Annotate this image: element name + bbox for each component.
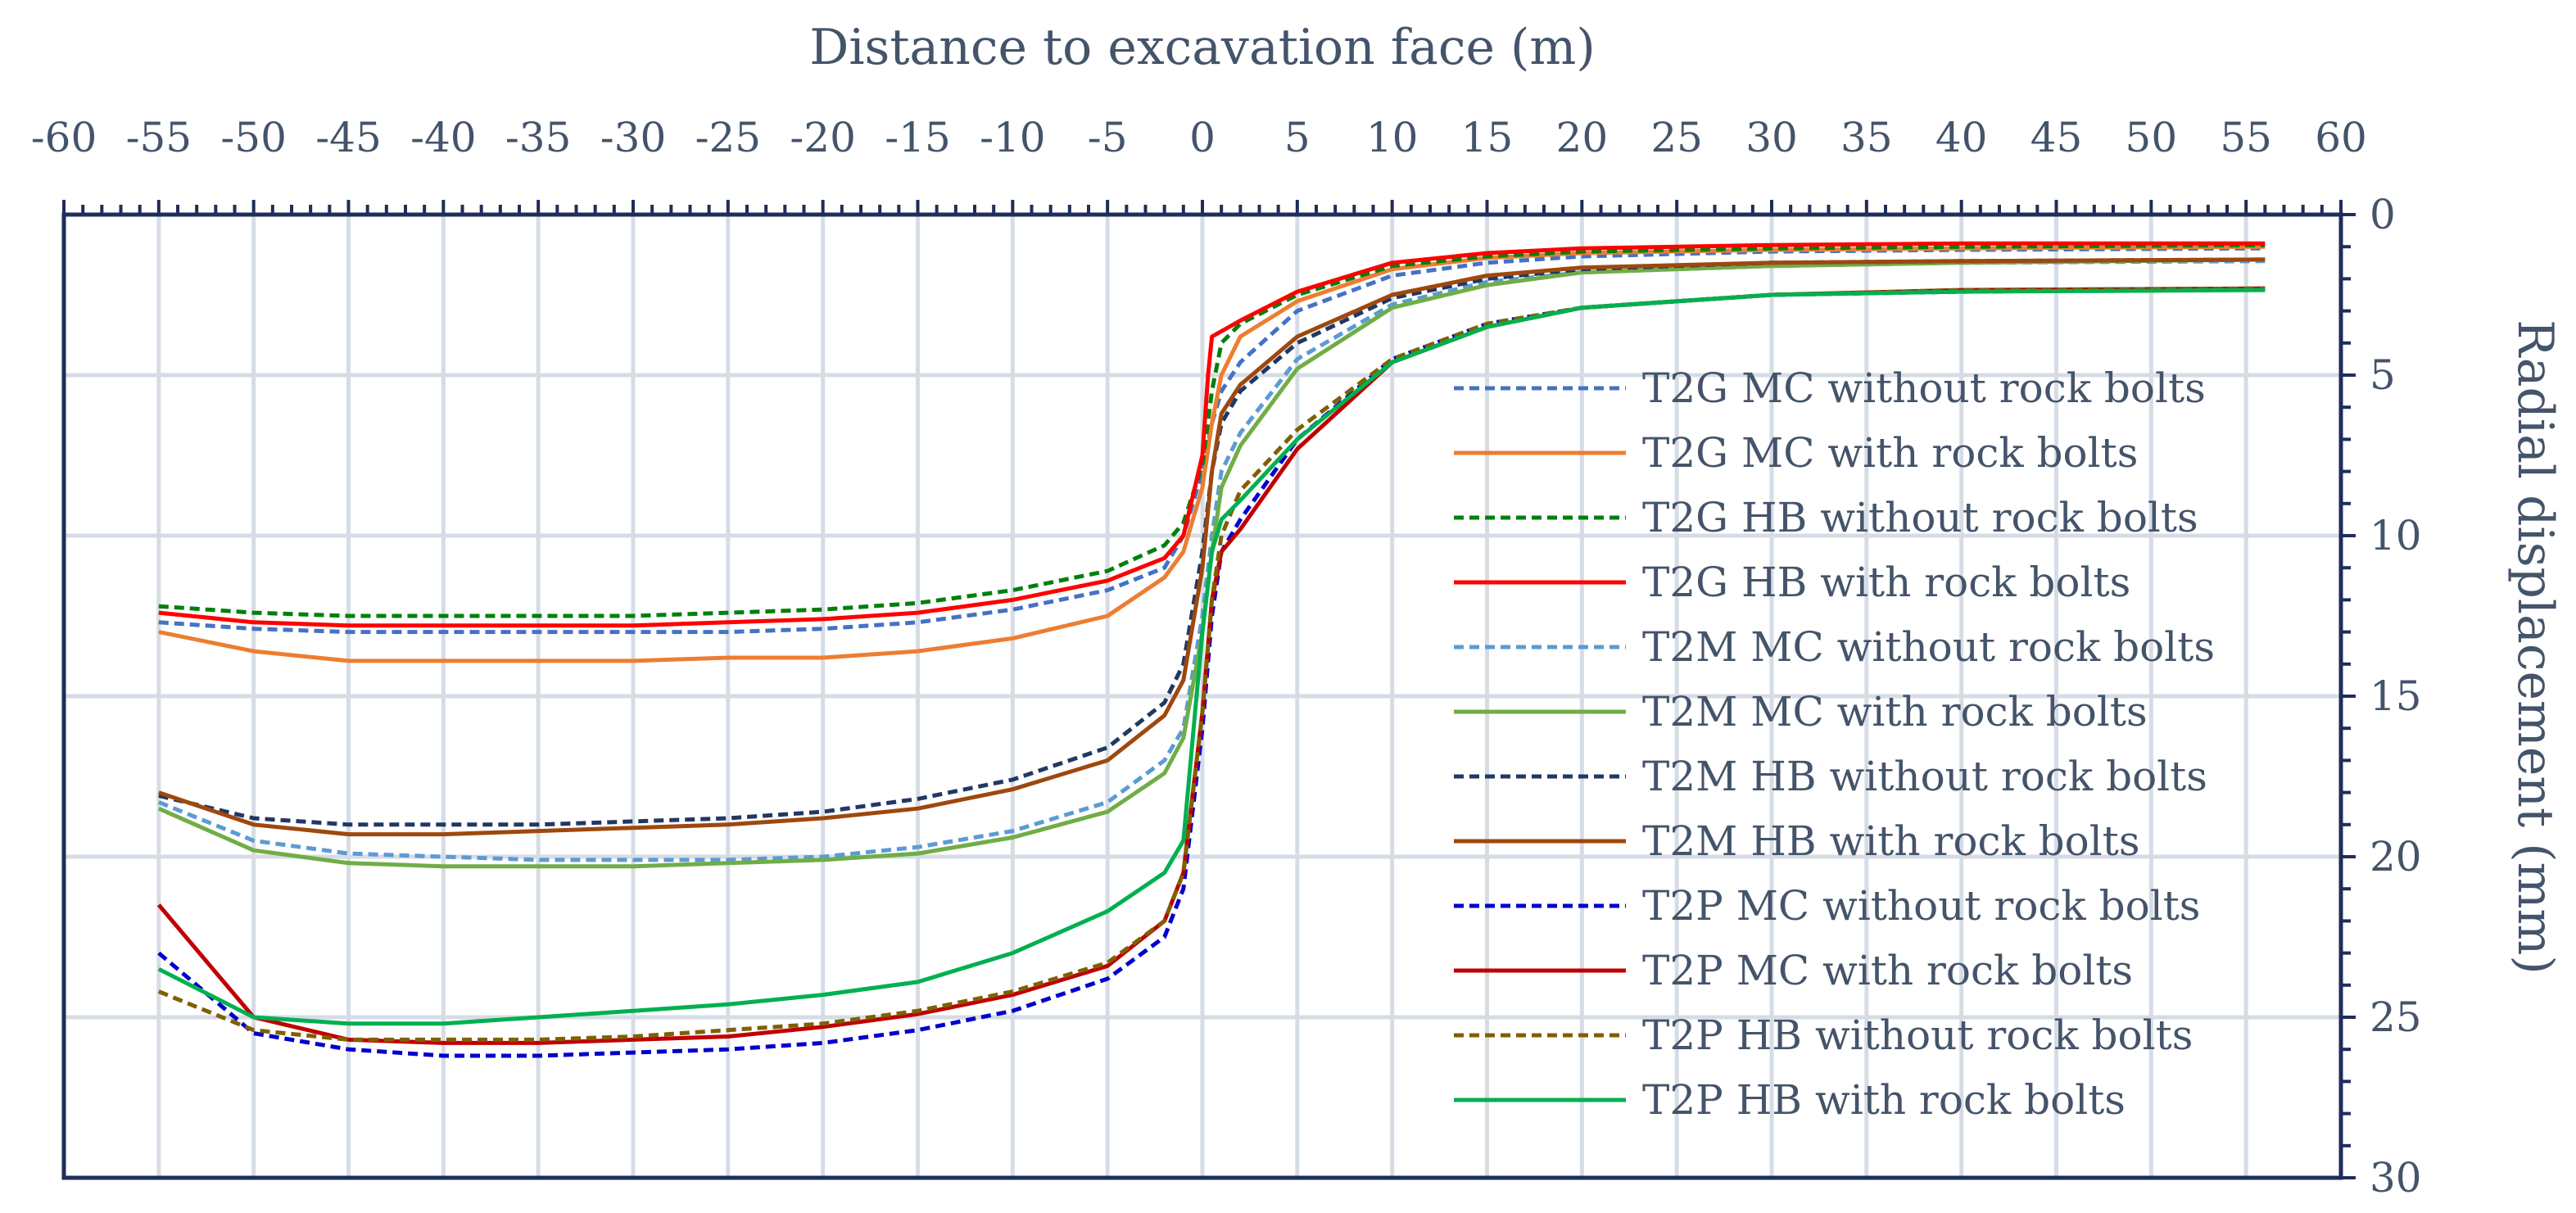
x-tick-label: -20 — [790, 114, 856, 161]
y-tick-label: 10 — [2370, 512, 2422, 559]
y-tick-label: 25 — [2370, 993, 2422, 1041]
series-line-6 — [158, 257, 2266, 827]
legend-label-7: T2M HB with rock bolts — [1642, 817, 2140, 865]
series-line-5 — [157, 257, 2266, 869]
x-tick-label: 60 — [2315, 114, 2367, 161]
x-tick-label: -55 — [126, 114, 192, 161]
legend-label-0: T2G MC without rock bolts — [1642, 364, 2206, 412]
series-layer — [156, 241, 2266, 1058]
legend-label-1: T2G MC with rock bolts — [1642, 429, 2138, 477]
y-tick-label: 20 — [2370, 833, 2422, 880]
x-tick-label: 20 — [1556, 114, 1609, 161]
x-tick-label: 10 — [1366, 114, 1419, 161]
legend-label-4: T2M MC without rock bolts — [1642, 623, 2215, 671]
legend-label-9: T2P MC with rock bolts — [1642, 947, 2133, 994]
legend-label-11: T2P HB with rock bolts — [1642, 1076, 2126, 1124]
x-tick-label: -30 — [600, 114, 667, 161]
x-tick-label: -25 — [695, 114, 762, 161]
y-tick-label: 30 — [2370, 1154, 2422, 1202]
x-tick-label: 15 — [1461, 114, 1514, 161]
y-tick-label: 15 — [2370, 672, 2422, 720]
series-line-3 — [158, 241, 2266, 628]
x-tick-label: -10 — [980, 114, 1046, 161]
series-line-11 — [157, 287, 2266, 1026]
x-tick-label: -60 — [31, 114, 97, 161]
legend-label-2: T2G HB without rock bolts — [1642, 494, 2198, 541]
series-line-10 — [157, 286, 2266, 1042]
legend-label-6: T2M HB without rock bolts — [1642, 753, 2207, 800]
x-tick-label: -40 — [410, 114, 477, 161]
ticks-layer: -60 -55 -50 -45 -40 -35 -30 -25 -20 -15 -10 -5 0 5 10 1… — [31, 114, 2422, 1202]
x-tick-label: -35 — [505, 114, 572, 161]
x-tick-label: -15 — [885, 114, 951, 161]
x-tick-label: -50 — [220, 114, 287, 161]
y-tick-label: 5 — [2370, 351, 2396, 399]
x-tick-label: -45 — [315, 114, 382, 161]
x-tick-label: 5 — [1284, 114, 1311, 161]
legend-label-8: T2P MC without rock bolts — [1642, 882, 2200, 930]
legend-label-10: T2P HB without rock bolts — [1642, 1012, 2193, 1059]
legend: T2G MC without rock bolts T2G MC with roc… — [1454, 364, 2215, 1124]
series-line-0 — [158, 246, 2266, 635]
x-tick-label: -5 — [1088, 114, 1128, 161]
x-tick-label: 45 — [2030, 114, 2083, 161]
x-tick-label: 40 — [1935, 114, 1988, 161]
x-tick-label: 50 — [2126, 114, 2178, 161]
x-tick-label: 25 — [1650, 114, 1703, 161]
series-line-4 — [157, 259, 2266, 862]
x-tick-label: 55 — [2220, 114, 2272, 161]
x-tick-label: 30 — [1745, 114, 1798, 161]
x-tick-label: 35 — [1840, 114, 1893, 161]
legend-label-3: T2G HB with rock bolts — [1642, 559, 2130, 606]
x-tick-label: 0 — [1189, 114, 1216, 161]
y-axis-title: Radial displacement (mm) — [2506, 319, 2564, 975]
series-line-7 — [157, 257, 2266, 837]
y-tick-label: 0 — [2370, 191, 2396, 238]
legend-label-5: T2M MC with rock bolts — [1642, 688, 2148, 735]
series-line-2 — [158, 242, 2266, 618]
x-axis-title: Distance to excavation face (m) — [809, 19, 1596, 76]
